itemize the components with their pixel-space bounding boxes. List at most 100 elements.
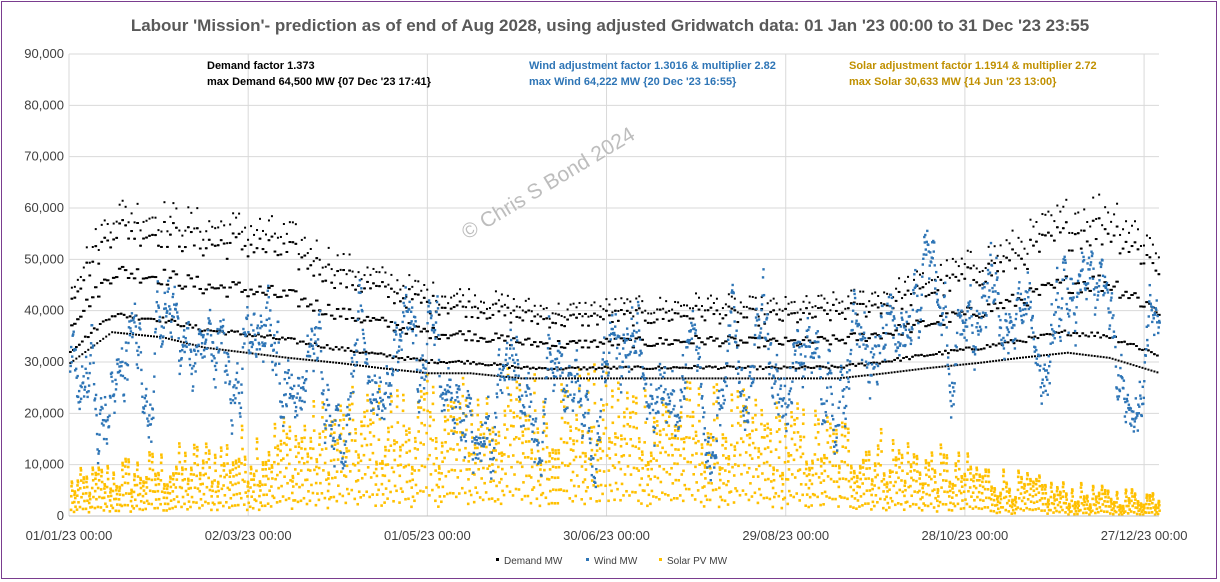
solar-point xyxy=(876,444,880,447)
demand-point xyxy=(449,361,452,364)
demand-point xyxy=(727,293,730,296)
solar-point xyxy=(181,468,184,472)
demand-point xyxy=(127,221,130,224)
demand-point xyxy=(893,358,896,361)
demand-point xyxy=(147,317,150,320)
solar-point xyxy=(97,478,101,482)
solar-point xyxy=(780,489,784,493)
demand-point xyxy=(453,294,456,297)
solar-point xyxy=(584,489,588,493)
demand-point xyxy=(210,329,213,332)
solar-point xyxy=(1052,496,1056,499)
solar-point xyxy=(378,390,381,394)
demand-point xyxy=(895,287,898,290)
solar-point xyxy=(1005,481,1008,485)
solar-point xyxy=(289,479,292,482)
solar-point xyxy=(494,470,497,474)
solar-point xyxy=(332,495,336,499)
solar-point xyxy=(1146,499,1149,502)
demand-point xyxy=(493,362,496,365)
demand-point xyxy=(849,332,852,335)
solar-point xyxy=(249,465,253,469)
solar-point xyxy=(593,401,597,405)
solar-point xyxy=(837,485,841,489)
demand-point xyxy=(522,319,525,322)
solar-point xyxy=(390,394,393,398)
demand-point xyxy=(790,301,793,304)
solar-point xyxy=(937,495,940,498)
demand-point xyxy=(89,274,92,277)
solar-point xyxy=(1127,504,1130,508)
solar-point xyxy=(247,501,251,505)
solar-point xyxy=(70,484,73,488)
solar-point xyxy=(530,457,533,460)
demand-point xyxy=(527,297,530,300)
solar-point xyxy=(365,490,368,494)
demand-point xyxy=(910,331,913,334)
demand-point xyxy=(437,337,440,340)
demand-point xyxy=(804,336,807,339)
demand-point xyxy=(270,284,273,287)
demand-point xyxy=(159,283,162,286)
solar-point xyxy=(493,499,497,503)
solar-point xyxy=(366,424,370,428)
demand-point xyxy=(921,272,924,275)
solar-point xyxy=(1043,497,1047,500)
demand-point xyxy=(498,337,501,340)
solar-point xyxy=(750,495,754,498)
demand-point xyxy=(644,309,647,312)
solar-point xyxy=(160,469,164,472)
solar-point xyxy=(653,421,656,424)
solar-point xyxy=(910,494,913,498)
demand-point xyxy=(749,336,752,339)
solar-point xyxy=(613,466,617,470)
solar-point xyxy=(378,462,382,465)
solar-point xyxy=(822,479,826,482)
demand-point xyxy=(267,219,270,222)
demand-point xyxy=(274,250,277,253)
solar-point xyxy=(853,497,857,500)
solar-point xyxy=(399,487,403,490)
demand-point xyxy=(338,348,341,351)
solar-point xyxy=(640,450,644,454)
solar-point xyxy=(1137,509,1140,513)
solar-point xyxy=(1065,493,1068,496)
solar-point xyxy=(604,384,608,388)
solar-point xyxy=(260,504,264,508)
demand-point xyxy=(821,377,824,380)
demand-point xyxy=(492,313,495,316)
solar-point xyxy=(930,477,933,481)
solar-point xyxy=(123,481,127,485)
demand-point xyxy=(713,313,716,316)
demand-point xyxy=(171,318,174,321)
demand-point xyxy=(885,360,888,363)
solar-point xyxy=(913,469,916,472)
solar-point xyxy=(274,477,277,481)
demand-point xyxy=(401,357,404,360)
solar-point xyxy=(962,506,966,510)
demand-point xyxy=(684,377,687,380)
solar-point xyxy=(1058,501,1062,504)
solar-point xyxy=(461,433,464,437)
solar-point xyxy=(608,437,611,440)
demand-point xyxy=(805,295,808,298)
solar-point xyxy=(251,506,255,510)
demand-point xyxy=(537,322,540,325)
solar-point xyxy=(303,447,307,451)
solar-point xyxy=(264,460,268,464)
demand-point xyxy=(818,336,821,339)
solar-point xyxy=(873,462,877,465)
demand-point xyxy=(114,315,117,318)
demand-point xyxy=(765,377,768,380)
solar-point xyxy=(85,485,89,489)
demand-point xyxy=(899,359,902,362)
solar-point xyxy=(822,461,826,465)
demand-point xyxy=(748,336,751,339)
demand-point xyxy=(531,343,534,346)
demand-point xyxy=(126,316,129,319)
solar-point xyxy=(172,483,176,486)
solar-point xyxy=(449,447,452,451)
solar-point xyxy=(1104,495,1107,499)
solar-point xyxy=(850,477,854,481)
solar-point xyxy=(536,427,539,431)
